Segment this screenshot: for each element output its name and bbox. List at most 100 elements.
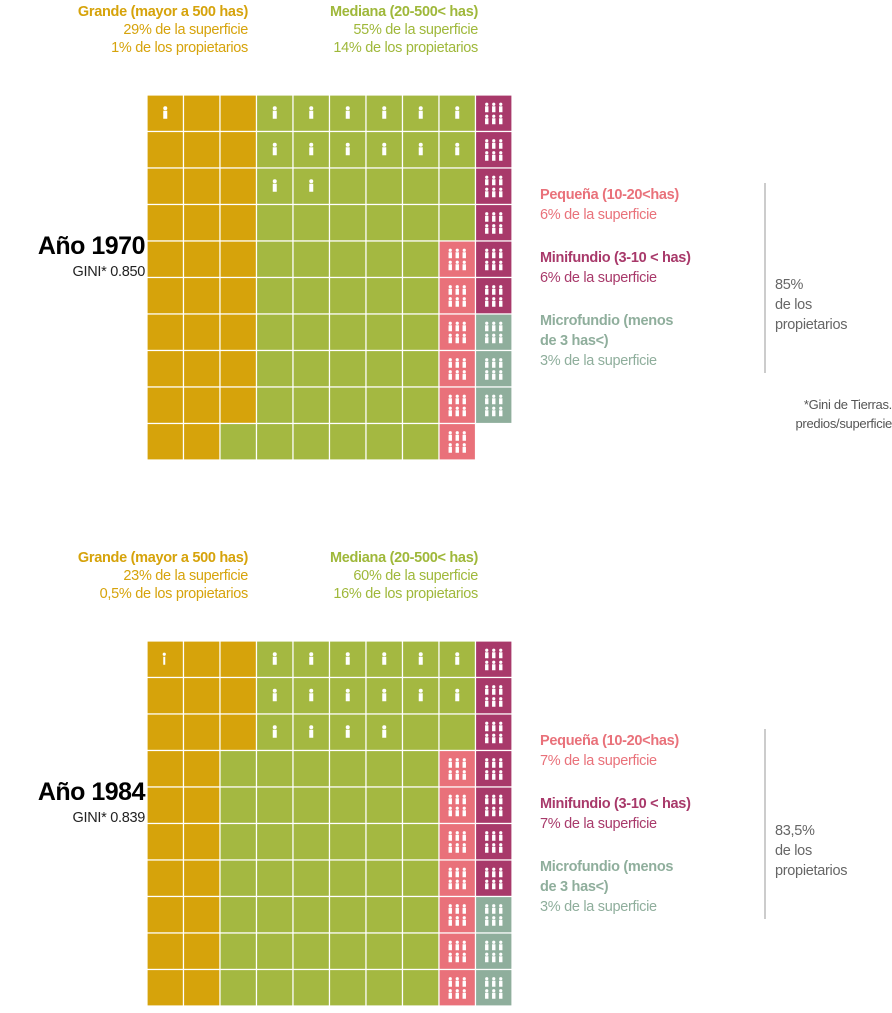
figure-head <box>499 260 503 264</box>
waffle-cell <box>182 349 221 388</box>
waffle-cell <box>182 822 221 861</box>
owners-icon <box>448 285 466 307</box>
figure-body <box>462 773 466 780</box>
figure-body <box>462 252 466 259</box>
figure-body <box>499 688 503 695</box>
figure-body <box>499 810 503 817</box>
owner-icon-head <box>162 652 166 656</box>
figure-body <box>492 834 496 841</box>
figure-body <box>492 106 496 113</box>
figure-body <box>455 980 459 987</box>
waffle-cell <box>255 749 294 788</box>
owner-icon-body <box>418 110 423 119</box>
figure-body <box>462 446 466 453</box>
figure-body <box>499 992 503 999</box>
figure-body <box>485 142 489 149</box>
figure-head <box>448 758 452 762</box>
waffle-cell <box>474 932 513 971</box>
figure-body <box>499 191 503 198</box>
figure-head <box>462 916 466 920</box>
figure-body <box>492 288 496 295</box>
owners-icon <box>448 431 466 453</box>
figure-head <box>462 867 466 871</box>
legend-surface: 29% de la superficie <box>123 22 248 38</box>
figure-head <box>462 770 466 774</box>
owners-icon <box>485 648 503 671</box>
figure-head <box>485 260 489 264</box>
figure-body <box>448 810 452 817</box>
figure-body <box>455 337 459 344</box>
waffle-cell <box>219 895 258 934</box>
waffle-cell <box>255 932 294 971</box>
waffle-cell <box>401 203 440 242</box>
figure-head <box>462 443 466 447</box>
figure-head <box>448 940 452 944</box>
figure-body <box>485 361 489 368</box>
waffle-cell <box>255 276 294 315</box>
gini: GINI* 0.850 <box>72 264 146 280</box>
waffle-cell <box>146 713 185 752</box>
figure-body <box>448 300 452 307</box>
figure-body <box>455 907 459 914</box>
waffle-cell <box>474 386 513 425</box>
figure-head <box>485 321 489 325</box>
figure-body <box>499 798 503 805</box>
owners-icon <box>485 394 503 417</box>
figure-body <box>485 264 489 271</box>
figure-head <box>499 358 503 362</box>
waffle-cell <box>438 822 477 861</box>
owners-icon <box>485 977 503 999</box>
figure-head <box>455 867 459 871</box>
owners-icon <box>485 285 503 307</box>
figure-head <box>455 989 459 993</box>
waffle-cell <box>146 895 185 934</box>
waffle-cell <box>182 203 221 242</box>
figure-body <box>455 798 459 805</box>
figure-head <box>448 806 452 810</box>
figure-body <box>485 919 489 926</box>
figure-body <box>448 956 452 963</box>
figure-head <box>485 697 489 701</box>
legend-surface: 3% de la superficie <box>540 899 657 915</box>
figure-head <box>462 879 466 883</box>
figure-head <box>485 989 489 993</box>
waffle-cell <box>292 422 331 461</box>
owner-icon-body <box>309 693 314 702</box>
figure-head <box>455 879 459 883</box>
figure-head <box>485 212 489 216</box>
figure-head <box>499 187 503 191</box>
owner-icon-head <box>345 142 350 147</box>
figure-head <box>499 333 503 337</box>
figure-body <box>448 980 452 987</box>
owner-icon-head <box>309 688 314 693</box>
waffle-cell <box>365 749 404 788</box>
waffle-cell <box>474 822 513 861</box>
figure-body <box>455 252 459 259</box>
waffle-cell <box>146 386 185 425</box>
figure-head <box>499 212 503 216</box>
figure-head <box>448 794 452 798</box>
waffle-cell <box>328 240 367 279</box>
figure-body <box>485 300 489 307</box>
figure-body <box>499 179 503 186</box>
figure-head <box>455 248 459 252</box>
waffle-cell <box>219 422 258 461</box>
waffle-cell <box>255 203 294 242</box>
owner-icon-body <box>272 147 277 156</box>
waffle-cell <box>255 422 294 461</box>
waffle-cell <box>401 713 440 752</box>
figure-head <box>492 806 496 810</box>
figure-body <box>499 834 503 841</box>
waffle-cell <box>438 276 477 315</box>
waffle-cell <box>328 422 367 461</box>
figure-body <box>499 919 503 926</box>
figure-head <box>499 697 503 701</box>
waffle-cell <box>219 932 258 971</box>
waffle-cell <box>219 349 258 388</box>
waffle-cell <box>474 640 513 679</box>
figure-head <box>492 248 496 252</box>
waffle-cell <box>328 349 367 388</box>
figure-head <box>485 248 489 252</box>
waffle-cell <box>365 422 404 461</box>
figure-body <box>462 919 466 926</box>
